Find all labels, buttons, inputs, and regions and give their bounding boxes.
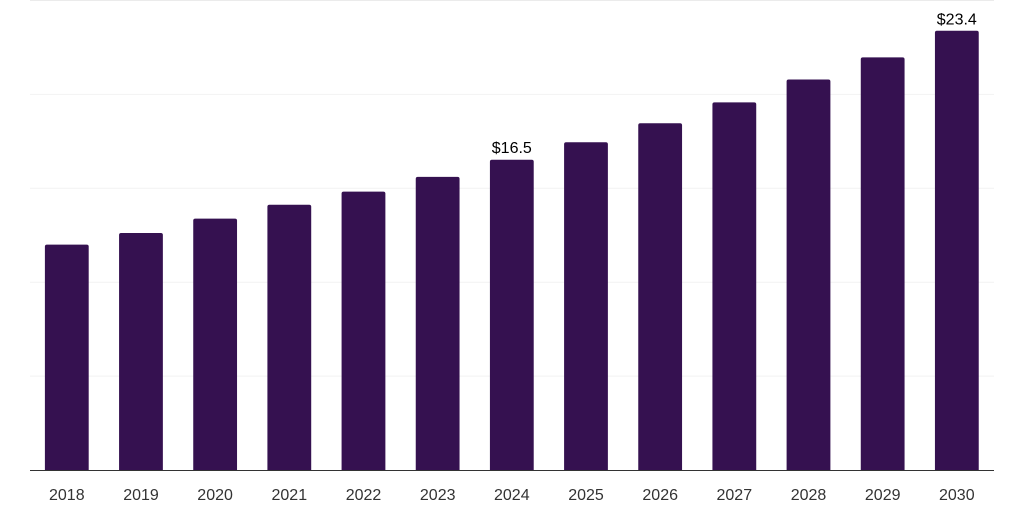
svg-text:$23.4: $23.4 xyxy=(937,12,977,29)
svg-text:2024: 2024 xyxy=(494,487,530,504)
svg-text:$16.5: $16.5 xyxy=(492,140,532,157)
svg-text:2026: 2026 xyxy=(642,487,678,504)
svg-text:2023: 2023 xyxy=(420,487,456,504)
svg-text:2021: 2021 xyxy=(272,487,308,504)
svg-text:2018: 2018 xyxy=(49,487,85,504)
svg-text:2028: 2028 xyxy=(791,487,827,504)
svg-text:2020: 2020 xyxy=(197,487,233,504)
svg-text:2019: 2019 xyxy=(123,487,159,504)
svg-text:2029: 2029 xyxy=(865,487,901,504)
svg-text:2027: 2027 xyxy=(717,487,753,504)
svg-text:2030: 2030 xyxy=(939,487,975,504)
svg-text:2025: 2025 xyxy=(568,487,604,504)
svg-text:2022: 2022 xyxy=(346,487,382,504)
